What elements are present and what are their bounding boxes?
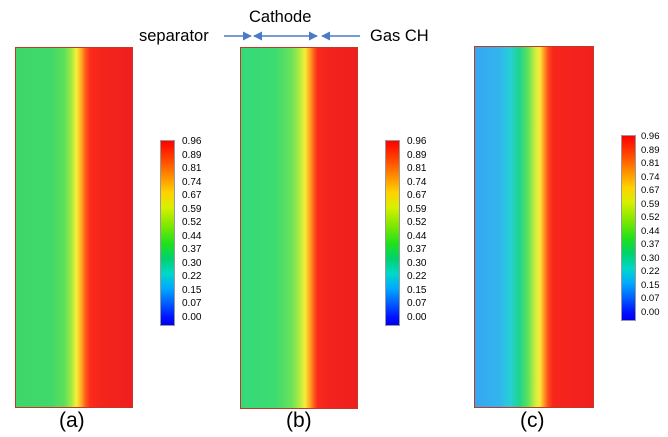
colorbar-tick: 0.59: [182, 203, 202, 215]
colorbar-tick: 0.96: [182, 136, 202, 147]
colorbar-ticks: 0.96 0.89 0.81 0.74 0.67 0.59 0.52 0.44 …: [182, 137, 201, 323]
contour-panel-b: [240, 47, 358, 409]
colorbar-tick: 0.37: [641, 239, 660, 251]
colorbar-tick: 0.52: [407, 217, 427, 229]
colorbar-tick: 0.37: [407, 244, 427, 256]
colorbar-tick: 0.07: [641, 293, 660, 305]
contour-panel-c: [474, 46, 594, 408]
contour-panel-a: [15, 47, 133, 408]
colorbar-tick: 0.67: [641, 185, 660, 197]
colorbar-tick: 0.37: [182, 244, 202, 256]
colorbar-gradient: [160, 140, 175, 326]
colorbar-tick: 0.59: [407, 203, 427, 215]
colorbar-b: 0.96 0.89 0.81 0.74 0.67 0.59 0.52 0.44 …: [385, 137, 455, 326]
colorbar-tick: 0.22: [407, 271, 427, 283]
colorbar-tick: 0.15: [407, 284, 427, 296]
colorbar-ticks: 0.96 0.89 0.81 0.74 0.67 0.59 0.52 0.44 …: [641, 132, 660, 318]
colorbar-tick: 0.44: [407, 230, 427, 242]
colorbar-tick: 0.74: [407, 176, 427, 188]
colorbar-tick: 0.81: [407, 163, 427, 175]
colorbar-tick: 0.07: [407, 298, 427, 310]
colorbar-a: 0.96 0.89 0.81 0.74 0.67 0.59 0.52 0.44 …: [160, 137, 230, 326]
cathode-label: Cathode: [249, 8, 312, 26]
colorbar-tick: 0.22: [182, 271, 202, 283]
colorbar-tick: 0.07: [182, 298, 202, 310]
colorbar-tick: 0.89: [641, 144, 660, 156]
colorbar-tick: 0.89: [407, 149, 427, 161]
colorbar-tick: 0.00: [182, 311, 202, 323]
colorbar-tick: 0.74: [641, 171, 660, 183]
colorbar-tick: 0.15: [641, 279, 660, 291]
colorbar-tick: 0.59: [641, 198, 660, 210]
colorbar-tick: 0.44: [182, 230, 202, 242]
colorbar-tick: 0.15: [182, 284, 202, 296]
colorbar-gradient: [621, 135, 636, 321]
panel-caption-a: (a): [59, 409, 85, 432]
colorbar-tick: 0.67: [407, 190, 427, 202]
colorbar-tick: 0.00: [641, 306, 660, 318]
colorbar-tick: 0.67: [182, 190, 202, 202]
colorbar-tick: 0.96: [407, 136, 427, 147]
colorbar-tick: 0.22: [641, 266, 660, 278]
panel-caption-c: (c): [520, 409, 545, 432]
colorbar-c: 0.96 0.89 0.81 0.74 0.67 0.59 0.52 0.44 …: [621, 132, 668, 321]
colorbar-tick: 0.30: [641, 252, 660, 264]
panel-caption-b: (b): [286, 409, 312, 432]
colorbar-tick: 0.81: [182, 163, 202, 175]
colorbar-tick: 0.30: [407, 257, 427, 269]
colorbar-tick: 0.96: [641, 131, 660, 142]
colorbar-gradient: [385, 140, 400, 326]
colorbar-tick: 0.74: [182, 176, 202, 188]
colorbar-tick: 0.00: [407, 311, 427, 323]
gas-channel-label: Gas CH: [370, 27, 429, 45]
separator-label: separator: [139, 27, 209, 45]
colorbar-tick: 0.52: [641, 212, 660, 224]
colorbar-tick: 0.52: [182, 217, 202, 229]
colorbar-ticks: 0.96 0.89 0.81 0.74 0.67 0.59 0.52 0.44 …: [407, 137, 426, 323]
colorbar-tick: 0.44: [641, 225, 660, 237]
colorbar-tick: 0.30: [182, 257, 202, 269]
colorbar-tick: 0.89: [182, 149, 202, 161]
colorbar-tick: 0.81: [641, 158, 660, 170]
